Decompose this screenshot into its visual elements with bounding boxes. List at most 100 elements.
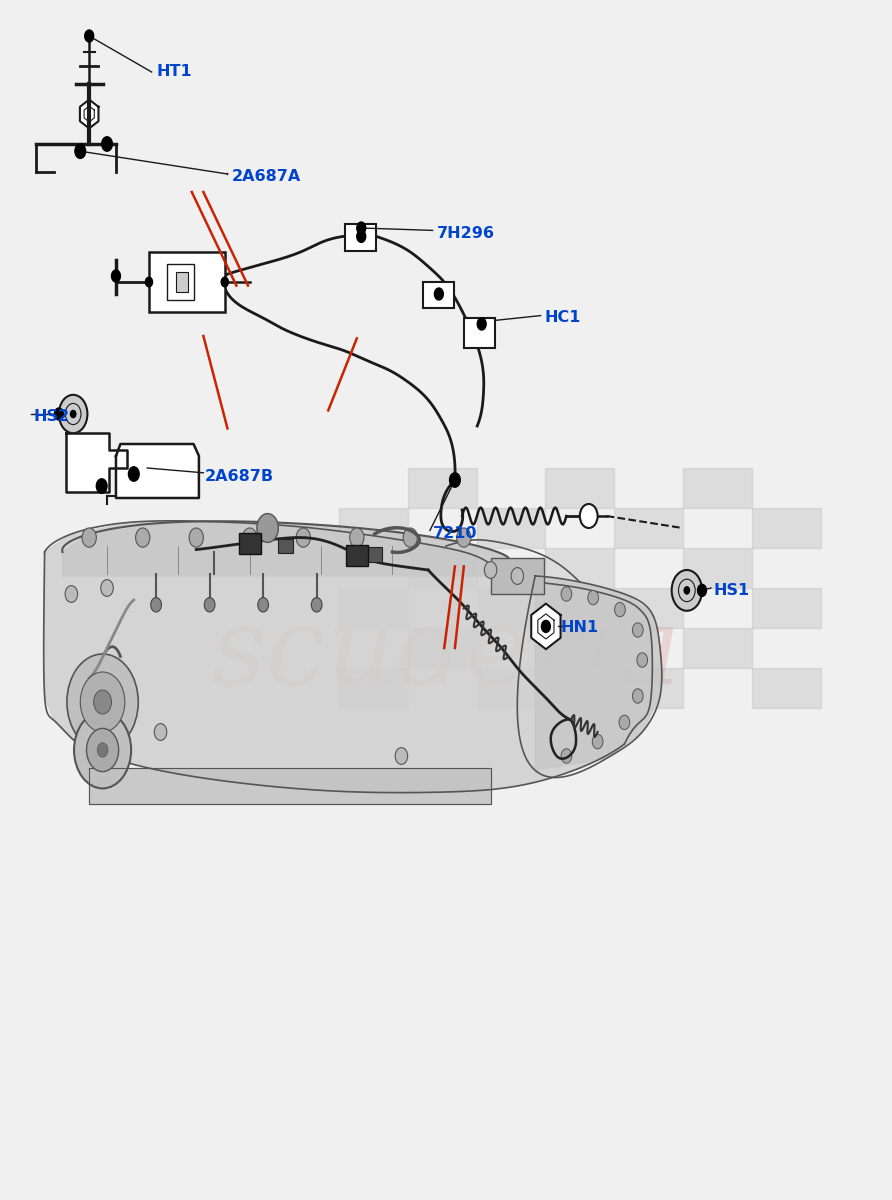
Circle shape <box>70 410 76 418</box>
Circle shape <box>698 584 706 596</box>
Bar <box>545 468 615 508</box>
Circle shape <box>75 144 86 158</box>
Text: 2A687A: 2A687A <box>232 169 301 184</box>
Text: HS2: HS2 <box>34 409 70 424</box>
Circle shape <box>434 288 443 300</box>
Text: HS1: HS1 <box>714 583 749 598</box>
Bar <box>683 628 752 668</box>
Circle shape <box>59 395 87 433</box>
Circle shape <box>54 408 63 420</box>
Text: HC1: HC1 <box>544 311 581 325</box>
Circle shape <box>511 568 524 584</box>
Circle shape <box>588 590 599 605</box>
Circle shape <box>128 467 139 481</box>
Bar <box>683 468 752 508</box>
Bar <box>176 272 188 292</box>
Circle shape <box>632 689 643 703</box>
Bar <box>239 533 261 554</box>
Circle shape <box>311 598 322 612</box>
Circle shape <box>67 654 138 750</box>
Polygon shape <box>45 522 651 792</box>
Circle shape <box>94 690 112 714</box>
Bar <box>545 548 615 588</box>
Circle shape <box>101 580 113 596</box>
Bar <box>683 548 752 588</box>
Circle shape <box>82 528 96 547</box>
Circle shape <box>74 712 131 788</box>
Circle shape <box>243 528 257 547</box>
Bar <box>167 264 194 300</box>
Text: scuderia: scuderia <box>211 601 681 707</box>
Text: 7210: 7210 <box>433 527 477 541</box>
Circle shape <box>632 623 643 637</box>
Bar <box>545 628 615 668</box>
Circle shape <box>457 528 471 547</box>
Circle shape <box>97 743 108 757</box>
Bar <box>615 508 683 548</box>
Circle shape <box>96 479 107 493</box>
Circle shape <box>204 598 215 612</box>
Bar <box>476 668 545 708</box>
Bar <box>615 588 683 628</box>
Circle shape <box>484 562 497 578</box>
Circle shape <box>541 620 550 632</box>
Circle shape <box>87 728 119 772</box>
Text: HT1: HT1 <box>156 65 192 79</box>
Bar <box>345 224 376 251</box>
Circle shape <box>561 587 572 601</box>
Circle shape <box>221 277 228 287</box>
Circle shape <box>350 528 364 547</box>
Circle shape <box>450 473 460 487</box>
Circle shape <box>85 30 94 42</box>
Circle shape <box>357 222 366 234</box>
Circle shape <box>619 715 630 730</box>
Circle shape <box>580 504 598 528</box>
Circle shape <box>151 598 161 612</box>
Circle shape <box>592 734 603 749</box>
Text: 2A687B: 2A687B <box>205 469 274 484</box>
Circle shape <box>258 598 268 612</box>
Bar <box>752 508 821 548</box>
Polygon shape <box>80 100 98 128</box>
Bar <box>346 545 368 566</box>
Bar <box>339 588 408 628</box>
Circle shape <box>615 602 625 617</box>
Circle shape <box>65 586 78 602</box>
Circle shape <box>684 587 690 594</box>
Circle shape <box>80 672 125 732</box>
Polygon shape <box>116 444 199 498</box>
Text: HN1: HN1 <box>560 620 599 635</box>
Circle shape <box>395 748 408 764</box>
Bar <box>476 588 545 628</box>
Circle shape <box>672 570 702 611</box>
Bar <box>423 282 454 308</box>
Bar <box>752 588 821 628</box>
Bar <box>615 668 683 708</box>
Bar <box>368 547 382 562</box>
Circle shape <box>403 528 417 547</box>
Bar <box>339 508 408 548</box>
Circle shape <box>102 137 112 151</box>
Polygon shape <box>532 604 560 649</box>
Circle shape <box>357 230 366 242</box>
Circle shape <box>257 514 278 542</box>
Polygon shape <box>89 768 491 804</box>
Circle shape <box>477 318 486 330</box>
Circle shape <box>637 653 648 667</box>
Circle shape <box>112 270 120 282</box>
Circle shape <box>136 528 150 547</box>
Bar <box>464 318 495 348</box>
Bar <box>149 252 225 312</box>
Bar <box>476 508 545 548</box>
Circle shape <box>561 749 572 763</box>
Bar <box>339 668 408 708</box>
Circle shape <box>145 277 153 287</box>
Bar <box>491 558 544 594</box>
Bar <box>408 628 476 668</box>
Bar <box>752 668 821 708</box>
Circle shape <box>296 528 310 547</box>
Circle shape <box>189 528 203 547</box>
Bar <box>408 548 476 588</box>
Polygon shape <box>535 576 660 770</box>
Bar <box>408 468 476 508</box>
